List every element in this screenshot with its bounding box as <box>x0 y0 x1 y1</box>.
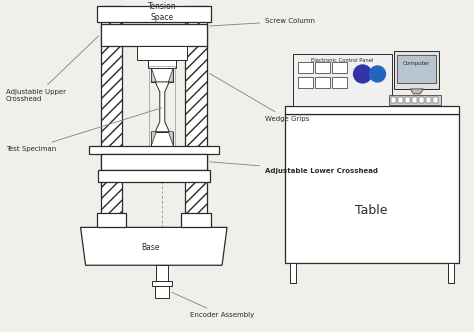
Bar <box>290 263 296 283</box>
Bar <box>399 97 403 103</box>
Bar <box>97 213 127 227</box>
Bar <box>315 77 329 88</box>
Text: Base: Base <box>141 243 160 252</box>
Bar <box>155 286 169 298</box>
Bar <box>156 265 168 281</box>
Bar <box>412 97 417 103</box>
Text: Adjustable Upper
Crosshead: Adjustable Upper Crosshead <box>6 36 99 102</box>
Text: Encoder Assembly: Encoder Assembly <box>172 292 255 318</box>
Text: Screw Column: Screw Column <box>210 18 315 26</box>
Bar <box>152 281 172 286</box>
Bar <box>181 213 211 227</box>
Bar <box>448 263 454 283</box>
Bar <box>137 46 187 60</box>
Text: Computer: Computer <box>402 60 430 65</box>
Bar <box>185 6 207 225</box>
Circle shape <box>370 66 385 82</box>
Bar <box>293 54 392 106</box>
Bar <box>89 146 219 154</box>
Bar <box>315 62 329 73</box>
Bar <box>426 97 431 103</box>
Bar <box>298 77 313 88</box>
Text: Adjustable Lower Crosshead: Adjustable Lower Crosshead <box>210 162 378 174</box>
Bar <box>100 6 122 225</box>
Polygon shape <box>81 227 227 265</box>
Bar <box>332 62 346 73</box>
Bar <box>151 68 173 82</box>
Text: Electronic Control Panel: Electronic Control Panel <box>311 58 374 63</box>
Bar <box>332 77 346 88</box>
Text: Test Speciman: Test Speciman <box>6 108 162 152</box>
Bar <box>100 154 207 170</box>
Bar <box>433 97 438 103</box>
Text: Tension
Space: Tension Space <box>148 2 177 22</box>
Text: Table: Table <box>355 204 388 217</box>
Bar <box>298 62 313 73</box>
Polygon shape <box>151 68 156 82</box>
Polygon shape <box>155 82 169 132</box>
Polygon shape <box>168 68 173 82</box>
Bar <box>97 6 211 22</box>
Bar <box>148 60 176 68</box>
Polygon shape <box>151 132 156 146</box>
Bar <box>390 95 441 105</box>
Bar <box>392 97 396 103</box>
Polygon shape <box>410 89 423 94</box>
Bar <box>285 106 459 114</box>
Bar <box>149 66 175 148</box>
Bar <box>98 170 210 182</box>
Text: Wedge Grips: Wedge Grips <box>210 73 309 122</box>
Circle shape <box>354 65 372 83</box>
Bar <box>397 55 436 83</box>
Bar <box>100 24 207 46</box>
Polygon shape <box>168 132 173 146</box>
Bar <box>394 51 439 89</box>
Bar <box>419 97 424 103</box>
Bar <box>405 97 410 103</box>
Bar <box>151 132 173 146</box>
Bar <box>285 114 459 263</box>
